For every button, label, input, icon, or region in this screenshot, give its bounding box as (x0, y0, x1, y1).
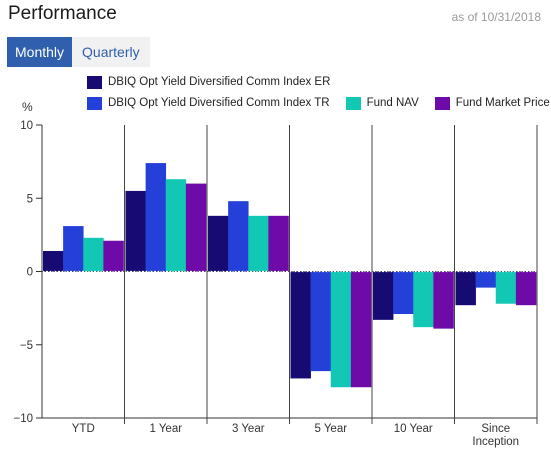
bar-since-inception-series-1 (475, 271, 497, 288)
chart-legend: DBIQ Opt Yield Diversified Comm Index ER… (87, 73, 550, 115)
legend-label-fund-market-price: Fund Market Price (455, 97, 550, 109)
bar-ytd-series-1 (63, 226, 84, 272)
legend-label-fund-nav: Fund NAV (366, 97, 419, 109)
legend-label-index-tr: DBIQ Opt Yield Diversified Comm Index TR (108, 97, 330, 109)
bar-5-year-series-2 (330, 271, 352, 388)
y-tick-label-neg10: −10 (13, 413, 33, 425)
bar-3-year-series-3 (268, 215, 289, 272)
bar-10-year-series-0 (373, 271, 394, 320)
tab-quarterly[interactable]: Quarterly (72, 37, 150, 67)
tab-monthly[interactable]: Monthly (7, 37, 73, 67)
y-tick-label-5: 5 (27, 193, 33, 205)
bar-10-year-series-1 (393, 271, 414, 314)
bar-10-year-series-2 (413, 271, 434, 328)
bar-ytd-series-3 (103, 240, 124, 272)
bar-1-year-series-2 (165, 179, 187, 272)
bar-3-year-series-0 (208, 215, 229, 272)
y-tick-label-neg5: −5 (20, 340, 33, 352)
x-tick-label-3-year: 3 Year (232, 423, 265, 435)
y-tick-label-10: 10 (20, 120, 33, 132)
bar-10-year-series-3 (433, 271, 454, 329)
legend-item-index-er[interactable]: DBIQ Opt Yield Diversified Comm Index ER (87, 75, 331, 89)
x-tick-label-since-inception-line-0: Since (481, 423, 510, 435)
y-tick-label-0: 0 (27, 267, 33, 279)
period-tabs: Monthly Quarterly (7, 37, 150, 67)
legend-item-fund-market-price[interactable]: Fund Market Price (434, 96, 550, 110)
x-tick-label-5-year: 5 Year (314, 423, 347, 435)
legend-item-fund-nav[interactable]: Fund NAV (345, 96, 419, 110)
bar-since-inception-series-0 (455, 271, 476, 306)
x-tick-label-since-inception-line-1: Inception (472, 436, 519, 448)
bar-since-inception-series-3 (515, 271, 537, 306)
y-axis-unit-label: % (22, 100, 33, 114)
bar-5-year-series-0 (290, 271, 311, 379)
x-tick-label-ytd: YTD (72, 423, 95, 435)
bar-3-year-series-1 (228, 201, 249, 272)
bar-since-inception-series-2 (495, 271, 517, 304)
legend-swatch-fund-nav (345, 96, 361, 110)
legend-swatch-index-tr (87, 96, 102, 110)
bar-5-year-series-1 (310, 271, 332, 372)
legend-swatch-fund-market-price (434, 96, 450, 110)
bar-1-year-series-3 (185, 183, 207, 272)
bar-5-year-series-3 (350, 271, 372, 388)
legend-item-index-tr[interactable]: DBIQ Opt Yield Diversified Comm Index TR (87, 96, 330, 110)
as-of-date: as of 10/31/2018 (451, 10, 541, 24)
legend-label-index-er: DBIQ Opt Yield Diversified Comm Index ER (108, 76, 331, 88)
bar-ytd-series-0 (43, 250, 64, 272)
bar-1-year-series-1 (145, 163, 167, 272)
x-tick-label-10-year: 10 Year (394, 423, 433, 435)
bar-1-year-series-0 (125, 190, 146, 272)
bar-3-year-series-2 (248, 215, 269, 272)
bar-ytd-series-2 (83, 237, 104, 272)
page-title: Performance (8, 3, 117, 24)
x-tick-label-1-year: 1 Year (149, 423, 182, 435)
legend-swatch-index-er (87, 75, 102, 89)
